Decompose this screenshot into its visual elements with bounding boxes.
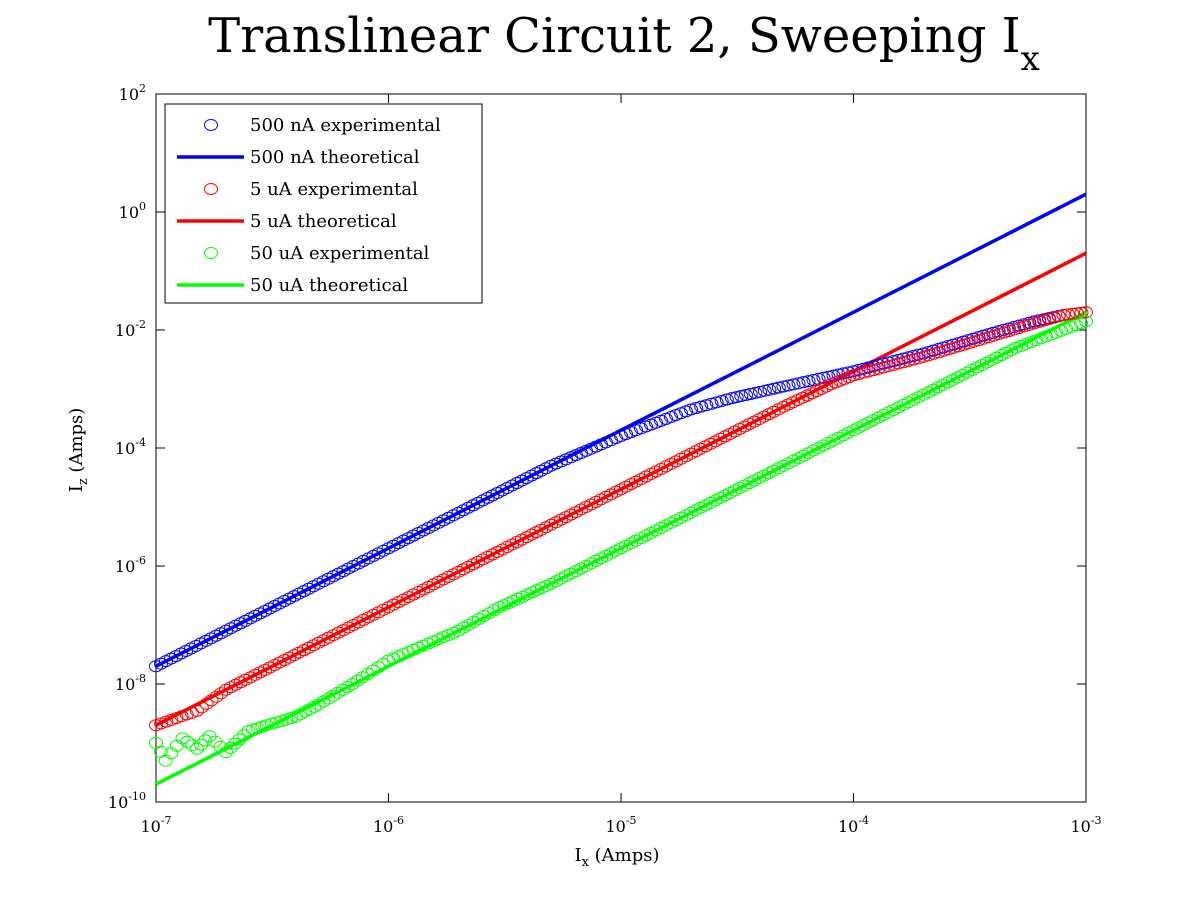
scatter-point-interp — [223, 741, 238, 754]
scatter-point-interp — [796, 376, 811, 389]
axis-ticks: 10-7 10-6 10-5 10-4 10-3 10-10 10-8 10-6 10-4 10-… — [108, 82, 1102, 836]
scatter-point — [311, 698, 326, 711]
scatter-series — [149, 315, 1093, 767]
x-tick-label: 10-6 — [373, 814, 404, 836]
scatter-point-interp — [204, 694, 219, 707]
scatter-point-interp — [791, 377, 806, 390]
x-axis-label: Ix (Amps) — [574, 845, 659, 870]
scatter-series — [149, 308, 1071, 673]
legend-box — [164, 103, 483, 304]
scatter-point-interp — [355, 671, 370, 684]
y-tick-label: 10-2 — [115, 318, 146, 340]
scatter-point-interp — [801, 375, 816, 388]
scatter-point-interp — [237, 729, 252, 742]
legend-marker — [204, 247, 218, 259]
x-tick-label: 10-7 — [140, 814, 171, 836]
scatter-point-interp — [786, 378, 801, 391]
scatter-point-interp — [836, 367, 851, 380]
scatter-point — [1079, 306, 1093, 319]
scatter-point-interp — [209, 690, 224, 703]
y-tick-label: 100 — [119, 200, 146, 222]
y-tick-label: 10-10 — [108, 790, 146, 812]
scatter-point-interp — [330, 686, 345, 699]
scatter-point-interp — [806, 373, 821, 386]
y-axis-label: Iz (Amps) — [66, 408, 91, 493]
scatter-point-interp — [376, 657, 391, 670]
scatter-point-interp — [194, 701, 209, 714]
scatter-point-interp — [335, 683, 350, 696]
scatter-point-interp — [194, 738, 209, 751]
y-tick-label: 10-8 — [115, 672, 146, 694]
scatter-point-interp — [781, 379, 796, 392]
scatter-point — [1079, 315, 1093, 328]
data-series — [149, 192, 1093, 786]
scatter-point-interp — [482, 607, 497, 620]
scatter-point — [451, 624, 466, 637]
scatter-point-interp — [366, 664, 381, 677]
legend: 500 nA experimental 500 nA theoretical 5 u… — [164, 103, 483, 304]
scatter-point-interp — [466, 615, 481, 628]
scatter-point-interp — [1060, 308, 1075, 321]
scatter-point — [189, 704, 204, 717]
scatter-series — [149, 306, 1093, 732]
scatter-point — [846, 365, 861, 378]
legend-label: 5 uA theoretical — [250, 211, 397, 232]
legend-marker — [204, 183, 218, 195]
y-tick-label: 10-6 — [115, 554, 146, 576]
scatter-point — [345, 678, 360, 690]
scatter-point-interp — [350, 674, 365, 687]
chart-title-subscript: x — [1021, 39, 1040, 79]
scatter-point-interp — [180, 735, 195, 748]
legend-label: 500 nA theoretical — [250, 147, 420, 168]
scatter-point-interp — [461, 618, 476, 631]
scatter-point-interp — [360, 667, 375, 680]
series-line — [155, 251, 1087, 727]
scatter-point-interp — [198, 734, 213, 747]
scatter-point-interp — [326, 689, 341, 702]
x-tick-label: 10-3 — [1070, 814, 1101, 836]
scatter-point-interp — [321, 692, 336, 705]
legend-marker — [204, 119, 218, 131]
legend-label: 500 nA experimental — [250, 115, 441, 136]
scatter-point-interp — [199, 697, 214, 710]
scatter-point — [776, 380, 791, 393]
scatter-point — [218, 746, 233, 759]
scatter-point-interp — [316, 695, 331, 708]
scatter-point — [1056, 308, 1071, 321]
legend-label: 50 uA theoretical — [250, 275, 408, 296]
scatter-point — [175, 732, 190, 745]
scatter-point-interp — [1065, 307, 1080, 320]
scatter-point-interp — [371, 661, 386, 674]
scatter-point-interp — [477, 610, 492, 623]
scatter-point-interp — [841, 366, 856, 379]
chart-title: Translinear Circuit 2, Sweeping Ix — [208, 8, 1040, 79]
scatter-point-interp — [471, 612, 486, 625]
scatter-point-interp — [185, 739, 200, 752]
scatter-point-interp — [232, 733, 247, 746]
scatter-point-interp — [456, 621, 471, 634]
x-tick-label: 10-4 — [838, 814, 869, 836]
legend-label: 50 uA experimental — [250, 243, 430, 264]
scatter-point-interp — [228, 737, 243, 750]
scatter-point-interp — [340, 680, 355, 693]
x-tick-label: 10-5 — [605, 814, 636, 836]
y-tick-label: 10-4 — [115, 436, 146, 458]
scatter-point — [189, 742, 204, 755]
scatter-point-interp — [214, 687, 229, 700]
series-line — [155, 310, 1087, 786]
legend-label: 5 uA experimental — [250, 179, 418, 200]
y-tick-label: 102 — [119, 82, 146, 104]
scatter-point-interp — [1074, 306, 1089, 319]
